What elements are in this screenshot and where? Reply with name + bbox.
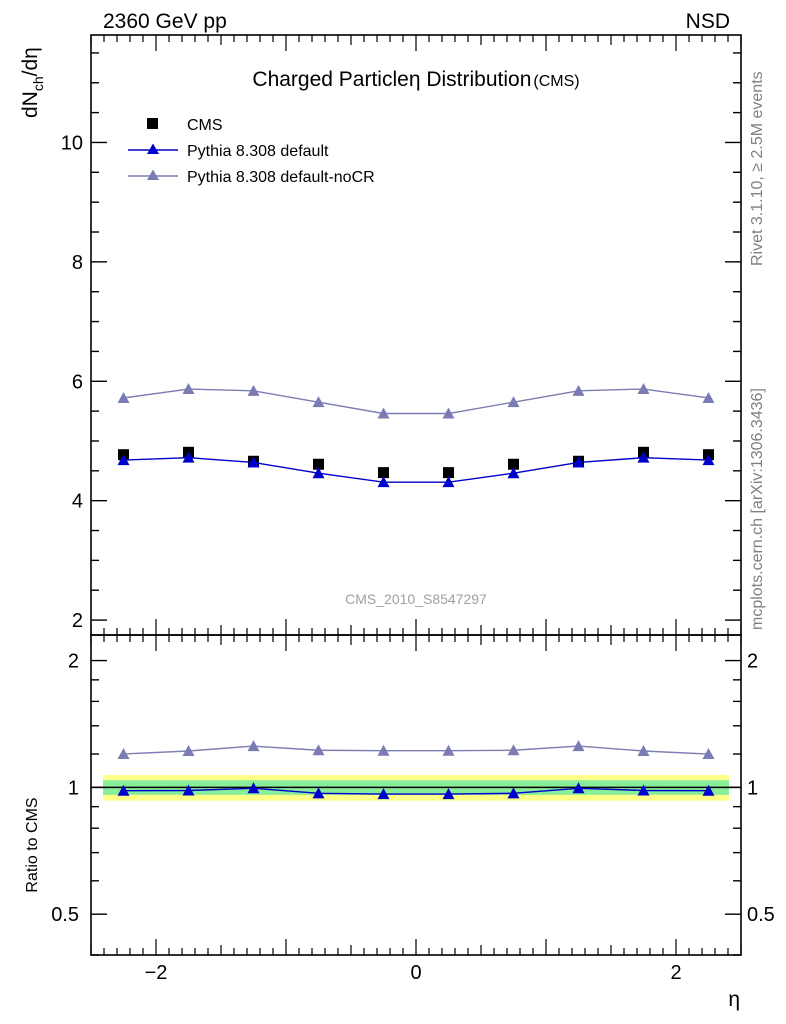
point-nocr <box>442 407 455 419</box>
ratio-point-nocr <box>117 748 130 760</box>
lower-y-tick-label-right: 2 <box>747 651 758 673</box>
legend-label-cms: CMS <box>187 117 223 134</box>
point-default <box>117 454 130 466</box>
ratio-point-nocr <box>247 740 260 752</box>
point-nocr <box>637 383 650 395</box>
point-nocr <box>247 384 260 396</box>
y-label-main: dN <box>19 91 42 118</box>
point-default <box>637 451 650 463</box>
ratio-point-default <box>507 787 520 799</box>
ratio-point-default <box>377 788 390 800</box>
lower-y-tick-label-left: 0.5 <box>51 904 79 926</box>
point-default <box>572 456 585 468</box>
upper-y-tick-label: 8 <box>72 252 83 274</box>
point-nocr <box>377 407 390 419</box>
ratio-point-default <box>572 782 585 794</box>
ratio-point-default <box>182 784 195 796</box>
ratio-point-nocr <box>377 744 390 756</box>
ratio-point-nocr <box>182 744 195 756</box>
point-nocr <box>507 396 520 408</box>
y-label-sub: ch <box>30 76 46 91</box>
point-nocr <box>182 383 195 395</box>
ratio-point-default <box>247 782 260 794</box>
legend-label-nocr: Pythia 8.308 default-noCR <box>187 169 375 186</box>
energy-label: 2360 GeV pp <box>103 10 227 33</box>
x-axis-label: η <box>728 988 740 1011</box>
chart-title-suffix: (CMS) <box>533 73 579 90</box>
x-tick-label: 0 <box>410 962 421 984</box>
x-tick-label: −2 <box>145 962 168 984</box>
ratio-uncertainty-band <box>91 774 741 801</box>
mcplots-label: mcplots.cern.ch [arXiv:1306.3436] <box>749 388 766 630</box>
lower-y-tick-label-right: 1 <box>747 777 758 799</box>
rivet-label: Rivet 3.1.10, ≥ 2.5M events <box>749 71 766 266</box>
point-default <box>182 451 195 463</box>
upper-axes: 2 4 6 8 10 <box>61 34 742 636</box>
point-default <box>442 476 455 488</box>
point-nocr <box>312 396 325 408</box>
lower-y-tick-label-left: 2 <box>68 651 79 673</box>
process-label: NSD <box>686 10 730 33</box>
y-axis-label: dNch/dη <box>19 47 46 118</box>
point-cms <box>443 467 454 479</box>
ratio-point-default <box>117 784 130 796</box>
point-default <box>702 454 715 466</box>
point-cms <box>508 458 519 470</box>
point-default <box>507 467 520 479</box>
legend-marker-default <box>147 143 159 154</box>
point-cms <box>313 458 324 470</box>
point-cms <box>378 467 389 479</box>
y-label-tail: /dη <box>19 47 42 76</box>
point-nocr <box>702 391 715 403</box>
ratio-point-default <box>442 788 455 800</box>
ratio-point-default <box>637 784 650 796</box>
ratio-point-default <box>312 787 325 799</box>
point-default <box>312 467 325 479</box>
analysis-watermark: CMS_2010_S8547297 <box>345 591 487 607</box>
point-default <box>247 456 260 468</box>
legend-marker-cms <box>147 118 158 129</box>
lower-y-tick-label-right: 0.5 <box>747 904 775 926</box>
ratio-line-default <box>123 787 709 795</box>
ratio-line-nocr <box>123 745 709 755</box>
series-line-nocr <box>123 388 709 415</box>
lower-y-tick-label-left: 1 <box>68 777 79 799</box>
ratio-point-nocr <box>442 744 455 756</box>
ratio-axis-label: Ratio to CMS <box>24 797 41 892</box>
x-tick-label: 2 <box>670 962 681 984</box>
chart-title: Charged Particleη Distribution (CMS) <box>252 68 579 91</box>
ratio-point-default <box>702 784 715 796</box>
upper-series <box>117 383 715 488</box>
lower-axes: 0.5 0.5 1 1 2 2 −2 0 2 <box>51 634 775 984</box>
point-default <box>377 476 390 488</box>
lower-series <box>117 740 715 800</box>
point-nocr <box>117 391 130 403</box>
upper-y-tick-label: 6 <box>72 371 83 393</box>
legend-marker-nocr <box>147 169 159 180</box>
legend-label-default: Pythia 8.308 default <box>187 143 329 160</box>
upper-y-tick-label: 10 <box>61 132 83 154</box>
series-line-default <box>123 456 709 483</box>
ratio-point-nocr <box>637 744 650 756</box>
legend: CMS Pythia 8.308 default Pythia 8.308 de… <box>128 117 375 186</box>
point-nocr <box>572 384 585 396</box>
upper-y-tick-label: 4 <box>72 491 83 513</box>
ratio-point-nocr <box>702 748 715 760</box>
upper-y-tick-label: 2 <box>72 610 83 632</box>
ratio-point-nocr <box>572 740 585 752</box>
chart-title-main: Charged Particleη Distribution <box>252 68 531 91</box>
ratio-point-nocr <box>507 744 520 756</box>
ratio-point-nocr <box>312 744 325 756</box>
